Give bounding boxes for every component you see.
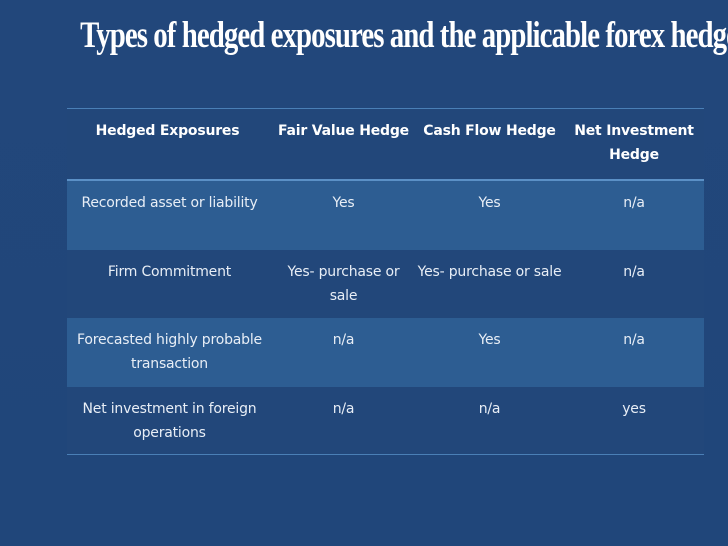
cell-net-investment: yes [622,401,646,417]
cell-fair-value: n/a [332,332,355,348]
slide-title: Types of hedged exposures and the applic… [80,15,728,56]
header-hedged-exposures: Hedged Exposures [95,123,240,139]
hedge-table: Hedged Exposures Fair Value Hedge Cash F… [67,108,704,455]
cell-cash-flow: Yes- purchase or sale [417,264,562,280]
cell-net-investment: n/a [623,195,645,211]
table-row: Net investment in foreign operations n/a… [67,387,704,455]
table-row: Recorded asset or liability Yes Yes n/a [67,179,704,250]
header-net-investment-hedge: Net Investment Hedge [574,123,694,163]
table-row: Forecasted highly probable transaction n… [67,318,704,387]
table-header-row: Hedged Exposures Fair Value Hedge Cash F… [67,108,704,179]
row-label: Recorded asset or liability [81,195,258,211]
row-label: Firm Commitment [107,264,232,280]
row-label: Forecasted highly probable transaction [77,332,262,372]
cell-fair-value: Yes [332,195,355,211]
cell-net-investment: n/a [623,332,645,348]
header-cash-flow-hedge: Cash Flow Hedge [423,123,556,139]
header-fair-value-hedge: Fair Value Hedge [278,123,409,139]
cell-cash-flow: n/a [478,401,501,417]
cell-fair-value: n/a [332,401,355,417]
cell-cash-flow: Yes [478,332,501,348]
cell-net-investment: n/a [623,264,645,280]
cell-cash-flow: Yes [478,195,501,211]
cell-fair-value: Yes- purchase or sale [287,264,400,304]
table-row: Firm Commitment Yes- purchase or sale Ye… [67,250,704,318]
row-label: Net investment in foreign operations [82,401,257,441]
